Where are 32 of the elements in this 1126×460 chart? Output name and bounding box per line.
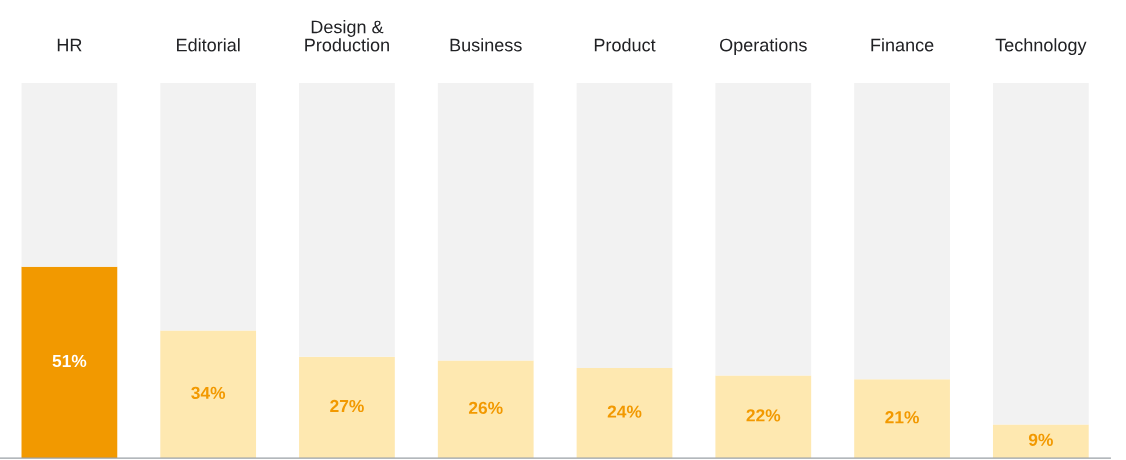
- bar: [299, 82, 395, 357]
- x-tick-label: HR: [57, 38, 82, 52]
- data-label: 51%: [52, 354, 87, 368]
- data-label: 26%: [468, 401, 503, 415]
- bar: [576, 368, 673, 459]
- x-tick-label: Product: [594, 38, 656, 52]
- data-label: 24%: [607, 405, 642, 418]
- bar: [437, 82, 534, 361]
- bar: [715, 375, 812, 459]
- data-label: 34%: [191, 386, 226, 400]
- bar: [576, 82, 673, 369]
- bar: [854, 82, 950, 380]
- data-label: 22%: [746, 409, 781, 422]
- bar: [21, 266, 118, 459]
- bar: [437, 360, 534, 459]
- x-tick-label: Operations: [719, 38, 807, 56]
- bar: [21, 82, 118, 267]
- bar: [160, 330, 257, 459]
- bar: [160, 82, 257, 331]
- x-tick-label: Editorial: [177, 38, 240, 52]
- data-label: 27%: [330, 399, 364, 413]
- x-tick-label: Technology: [995, 38, 1087, 56]
- bar: [992, 82, 1089, 425]
- x-tick-label: Business: [450, 38, 522, 52]
- bar: [854, 379, 950, 459]
- bar: [992, 424, 1089, 459]
- bar: [299, 356, 395, 459]
- data-label: 9%: [1028, 433, 1053, 446]
- x-tick-label: Design & Production: [305, 20, 389, 52]
- data-label: 21%: [885, 411, 919, 424]
- x-tick-label: Finance: [871, 38, 934, 52]
- bar: [715, 82, 812, 376]
